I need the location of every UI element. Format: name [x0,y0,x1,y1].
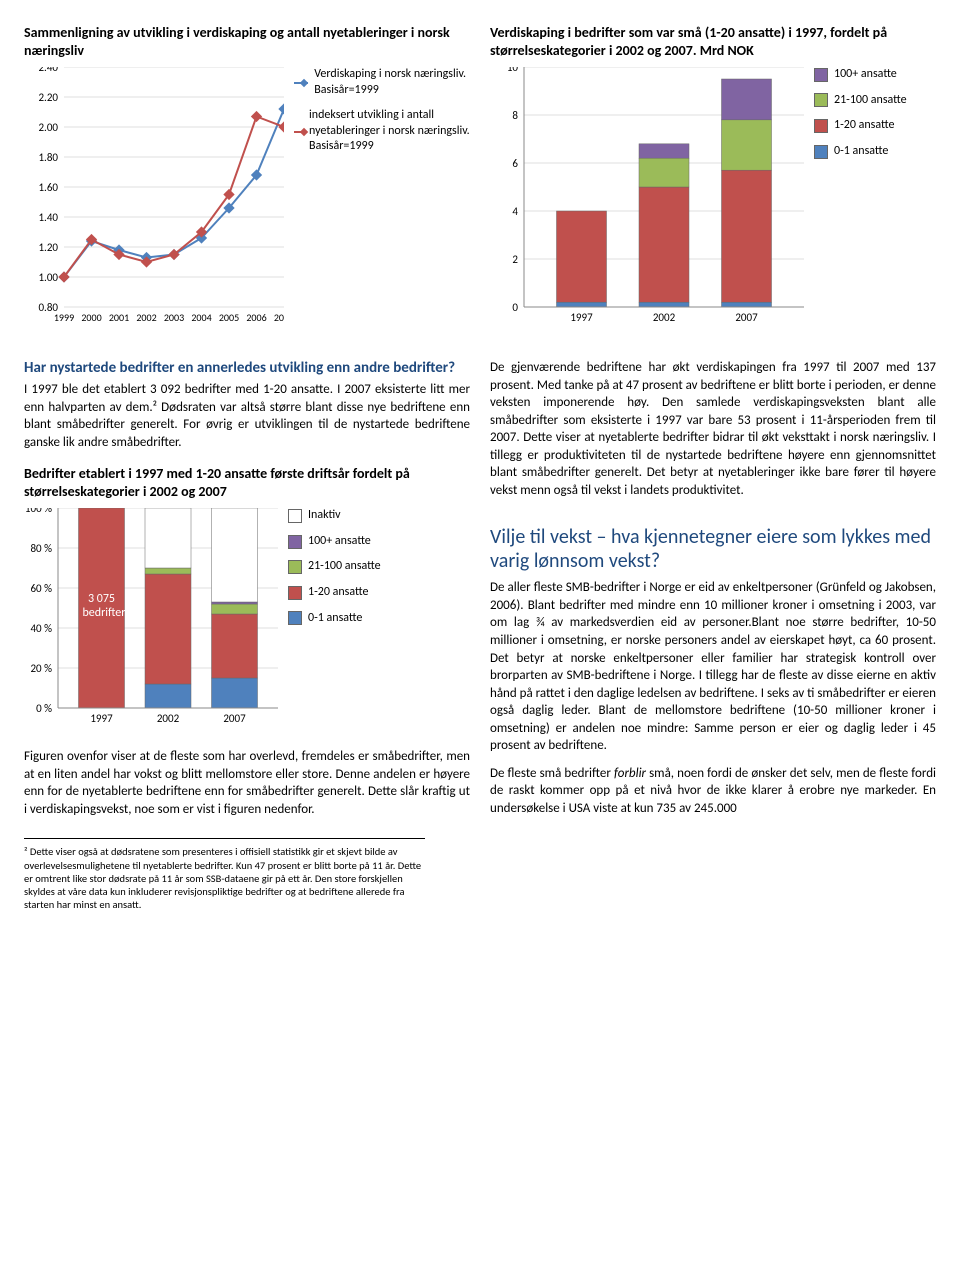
svg-text:0 %: 0 % [36,702,52,715]
svg-text:2.20: 2.20 [38,91,58,104]
svg-text:1.20: 1.20 [38,241,58,254]
svg-text:20 %: 20 % [30,662,52,675]
svg-text:10: 10 [507,67,519,74]
section2-body: De gjenværende bedriftene har økt verdis… [490,359,936,499]
top-chart-row: Sammenligning av utvikling i verdiskapin… [24,24,936,331]
legend-item: 1-20 ansatte [288,585,381,601]
svg-text:2.40: 2.40 [38,67,58,74]
svg-text:4: 4 [512,205,518,218]
legend-item: 0-1 ansatte [288,611,381,627]
svg-text:1997: 1997 [570,311,593,324]
legend-item: 1-20 ansatte [814,118,907,134]
svg-text:2.00: 2.00 [38,121,58,134]
footnote: ² Dette viser også at dødsratene som pre… [24,838,425,911]
svg-text:2007: 2007 [735,311,758,324]
svg-text:2007: 2007 [274,311,284,324]
svg-text:2007: 2007 [223,712,246,725]
chart3-canvas: 0 %20 %40 %60 %80 %100 %1997200220073 07… [24,508,278,732]
chart1-legend-2-label: indeksert utvikling i antall nyetablerin… [309,108,470,155]
svg-text:40 %: 40 % [30,622,52,635]
chart3-title: Bedrifter etablert i 1997 med 1-20 ansat… [24,465,470,500]
svg-text:1.40: 1.40 [38,211,58,224]
chart1-legend: Verdiskaping i norsk næringsliv. Basisår… [294,67,470,165]
svg-text:1999: 1999 [54,311,74,324]
svg-text:2002: 2002 [136,311,156,324]
svg-text:1997: 1997 [90,712,113,725]
chart2-canvas: 0 2 4 6 8 10 1997 2002 2007 [490,67,804,331]
svg-text:2002: 2002 [653,311,676,324]
svg-text:2: 2 [512,253,518,266]
chart3-legend: Inaktiv 100+ ansatte 21-100 ansatte 1-20 an… [288,508,381,636]
svg-text:80 %: 80 % [30,542,52,555]
svg-text:100 %: 100 % [25,508,52,515]
svg-text:2006: 2006 [246,311,266,324]
middle-row: Har nystartede bedrifter en annerledes u… [24,359,936,911]
legend-item: 100+ ansatte [288,534,381,550]
section3-body: De aller fleste SMB-bedrifter i Norge er… [490,579,936,754]
chart1-legend-1-label: Verdiskaping i norsk næringsliv. Basisår… [314,67,470,98]
svg-text:1.60: 1.60 [38,181,58,194]
svg-text:2000: 2000 [81,311,101,324]
svg-text:2005: 2005 [219,311,239,324]
section3-heading: Vilje til vekst – hva kjennetegner eiere… [490,525,936,573]
svg-text:1.00: 1.00 [38,271,58,284]
section1-body2: Figuren ovenfor viser at de fleste som h… [24,748,470,818]
section1-heading: Har nystartede bedrifter en annerledes u… [24,359,470,377]
svg-text:8: 8 [512,109,518,122]
legend-item: 100+ ansatte [814,67,907,83]
svg-text:2002: 2002 [157,712,180,725]
legend-item: Inaktiv [288,508,381,524]
section3-body2: De fleste små bedrifter forblir små, noe… [490,765,936,818]
legend-item: 21-100 ansatte [288,559,381,575]
svg-text:2003: 2003 [164,311,184,324]
legend-item: 0-1 ansatte [814,144,907,160]
svg-text:6: 6 [512,157,518,170]
chart1-canvas: 0.801.001.201.401.601.802.002.202.401999… [24,67,284,331]
chart2-title: Verdiskaping i bedrifter som var små (1-… [490,24,936,59]
svg-text:2004: 2004 [191,311,211,324]
svg-text:60 %: 60 % [30,582,52,595]
chart1-legend-2: indeksert utvikling i antall nyetablerin… [294,108,470,155]
svg-text:2001: 2001 [109,311,129,324]
svg-text:0: 0 [512,301,518,314]
section1-body: I 1997 ble det etablert 3 092 bedrifter … [24,381,470,451]
svg-text:1.80: 1.80 [38,151,58,164]
chart1-title: Sammenligning av utvikling i verdiskapin… [24,24,470,59]
legend-item: 21-100 ansatte [814,93,907,109]
chart2-legend: 100+ ansatte 21-100 ansatte 1-20 ansatte 0-… [814,67,907,169]
chart1-legend-1: Verdiskaping i norsk næringsliv. Basisår… [294,67,470,98]
